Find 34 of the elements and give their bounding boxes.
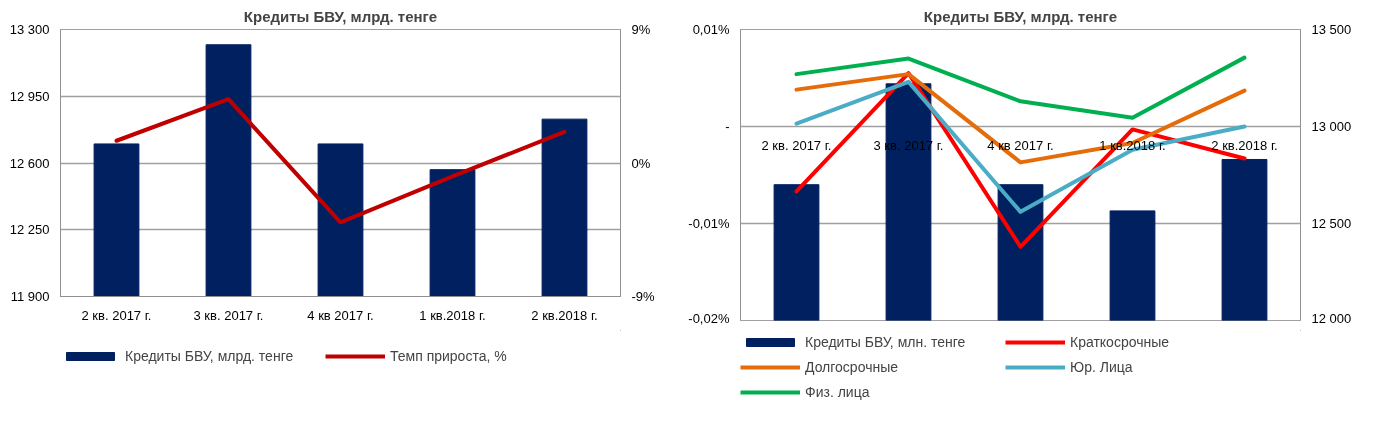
line-series	[794, 55, 1247, 120]
legend-label: Кредиты БВУ, млн. тенге	[805, 334, 967, 350]
legend-label: Физ. лица	[805, 384, 871, 400]
y2-tick-label: 0%	[631, 155, 651, 171]
y2-tick-label: 12 500	[1311, 216, 1352, 231]
y2-tick-label: 13 500	[1311, 22, 1352, 37]
y-tick-label: -	[725, 119, 730, 134]
y-tick-label: 0,01%	[692, 22, 730, 37]
legend-label: Темп прироста, %	[390, 348, 508, 364]
x-tick-label: 2 кв.2018 г.	[531, 307, 598, 323]
x-tick-label: 3 кв. 2017 г.	[193, 307, 264, 323]
y2-tick-label: 9%	[631, 22, 651, 37]
legend-label: Кредиты БВУ, млрд. тенге	[125, 348, 295, 364]
x-tick-label: 2 кв.2018 г.	[1211, 137, 1278, 153]
y2-tick-label: 13 000	[1311, 119, 1352, 134]
y-tick-label: -0,01%	[688, 216, 730, 231]
y-tick-label: 12 950	[9, 88, 50, 104]
chart-title: Кредиты БВУ, млрд. тенге	[923, 7, 1118, 25]
y-tick-label: 11 900	[10, 289, 50, 304]
x-tick-label: 1 кв.2018 г.	[419, 307, 486, 323]
x-tick-label: 2 кв. 2017 г.	[81, 307, 152, 323]
x-tick-label: 2 кв. 2017 г.	[761, 137, 832, 153]
x-tick-label: 4 кв 2017 г.	[307, 307, 374, 323]
chart-title: Кредиты БВУ, млрд. тенге	[243, 7, 438, 25]
y-tick-label: -0,02%	[688, 310, 730, 326]
y2-tick-label: -9%	[631, 289, 656, 304]
legend-label: Краткосрочные	[1070, 334, 1171, 350]
line-series	[114, 97, 567, 225]
y-tick-label: 13 300	[9, 22, 50, 37]
legend-label: Долгосрочные	[805, 359, 899, 375]
legend-label: Юр. Лица	[1070, 359, 1134, 375]
y-tick-label: 12 600	[9, 155, 50, 171]
y-tick-label: 12 250	[9, 222, 50, 238]
y2-tick-label: 12 000	[1311, 310, 1352, 326]
